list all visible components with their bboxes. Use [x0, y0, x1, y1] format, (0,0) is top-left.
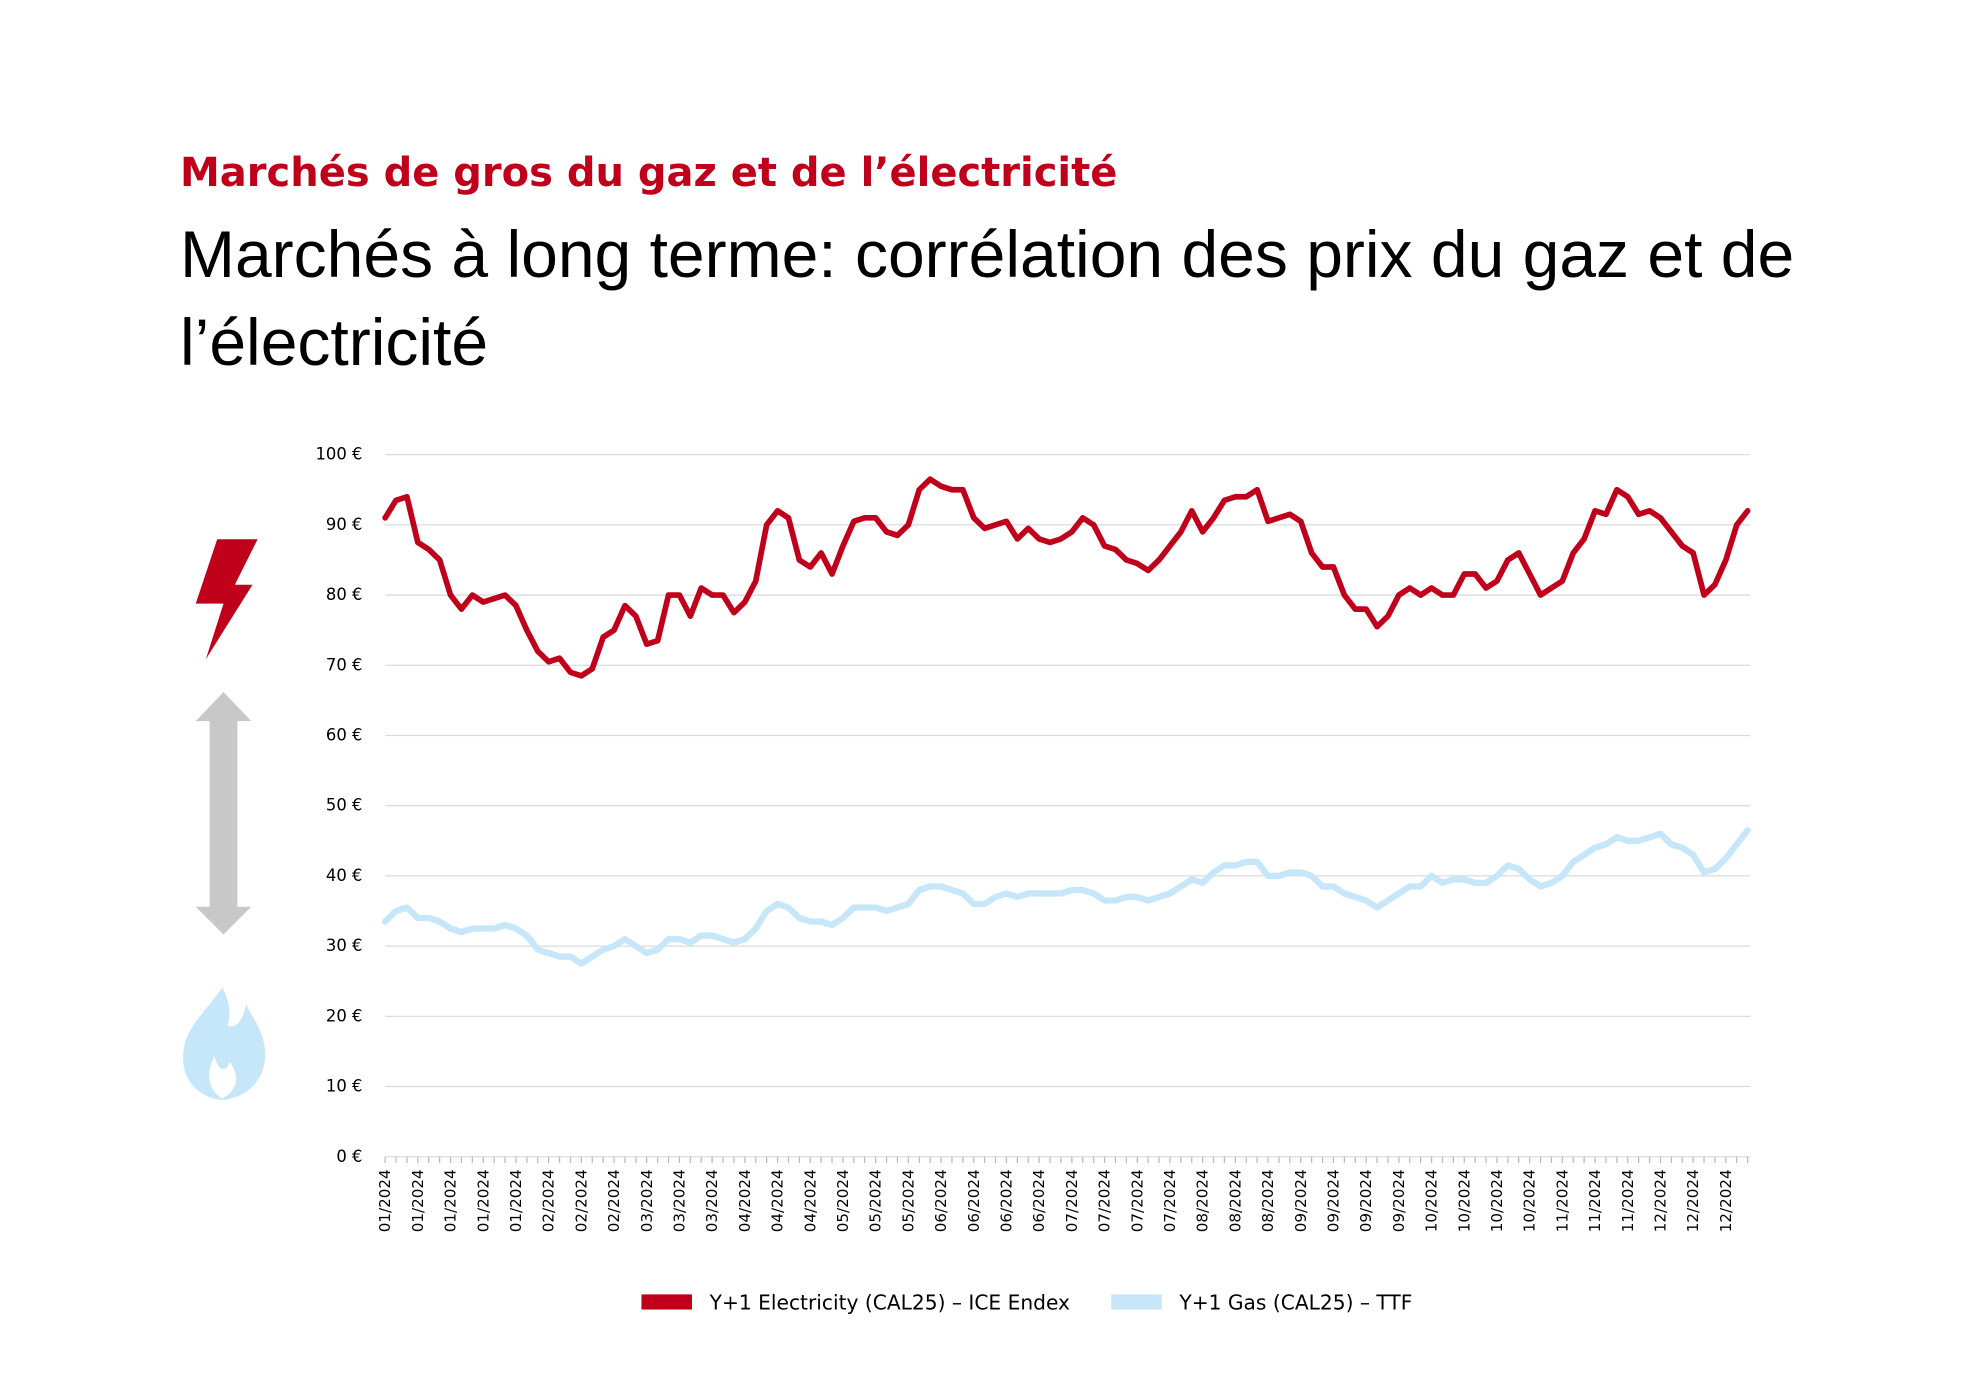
- x-tick-label: 01/2024: [376, 1169, 394, 1232]
- x-tick-label: 12/2024: [1652, 1169, 1670, 1232]
- y-tick-label: 100 €: [315, 445, 362, 464]
- x-tick-label: 11/2024: [1586, 1169, 1604, 1232]
- y-tick-label: 30 €: [326, 936, 363, 955]
- x-tick-label: 07/2024: [1161, 1169, 1179, 1232]
- x-tick-label: 05/2024: [834, 1169, 852, 1232]
- x-tick-label: 11/2024: [1619, 1169, 1637, 1232]
- x-tick-label: 04/2024: [736, 1169, 754, 1232]
- y-tick-label: 90 €: [326, 515, 363, 534]
- x-tick-label: 07/2024: [1128, 1169, 1146, 1232]
- x-tick-label: 02/2024: [572, 1169, 590, 1232]
- x-tick-label: 06/2024: [965, 1169, 983, 1232]
- x-tick-label: 08/2024: [1259, 1169, 1277, 1232]
- x-tick-label: 03/2024: [670, 1169, 688, 1232]
- x-tick-label: 08/2024: [1226, 1169, 1244, 1232]
- x-tick-label: 01/2024: [474, 1169, 492, 1232]
- x-tick-label: 01/2024: [442, 1169, 460, 1232]
- x-tick-label: 07/2024: [1063, 1169, 1081, 1232]
- legend-label: Y+1 Gas (CAL25) – TTF: [1178, 1291, 1412, 1315]
- x-tick-label: 03/2024: [703, 1169, 721, 1232]
- x-tick-label: 02/2024: [540, 1169, 558, 1232]
- x-tick-label: 09/2024: [1390, 1169, 1408, 1232]
- x-tick-label: 10/2024: [1423, 1169, 1441, 1232]
- x-tick-label: 10/2024: [1488, 1169, 1506, 1232]
- x-tick-label: 08/2024: [1194, 1169, 1212, 1232]
- y-tick-label: 60 €: [326, 726, 363, 745]
- x-tick-label: 07/2024: [1096, 1169, 1114, 1232]
- y-tick-label: 70 €: [326, 655, 363, 674]
- chart-title: Marchés à long terme: corrélation des pr…: [180, 217, 1795, 379]
- x-tick-label: 12/2024: [1684, 1169, 1702, 1232]
- gas-icon: [183, 987, 266, 1100]
- x-tick-label: 06/2024: [997, 1169, 1015, 1232]
- x-tick-label: 06/2024: [1030, 1169, 1048, 1232]
- legend-swatch: [1111, 1294, 1162, 1310]
- x-tick-label: 03/2024: [638, 1169, 656, 1232]
- series-line: [381, 827, 1751, 967]
- legend-label: Y+1 Electricity (CAL25) – ICE Endex: [709, 1291, 1070, 1315]
- x-tick-label: 10/2024: [1455, 1169, 1473, 1232]
- y-tick-label: 10 €: [326, 1077, 363, 1096]
- y-tick-label: 50 €: [326, 796, 363, 815]
- x-tick-label: 09/2024: [1357, 1169, 1375, 1232]
- y-tick-label: 0 €: [336, 1147, 362, 1166]
- x-tick-label: 06/2024: [932, 1169, 950, 1232]
- x-tick-label: 05/2024: [899, 1169, 917, 1232]
- correlation-arrow: [195, 692, 252, 935]
- x-tick-label: 04/2024: [801, 1169, 819, 1232]
- x-tick-label: 12/2024: [1717, 1169, 1735, 1232]
- electricity-icon: [195, 539, 258, 660]
- x-tick-label: 04/2024: [769, 1169, 787, 1232]
- x-tick-label: 01/2024: [409, 1169, 427, 1232]
- supertitle: Marchés de gros du gaz et de l’électrici…: [180, 150, 1118, 196]
- x-tick-label: 01/2024: [507, 1169, 525, 1232]
- x-tick-label: 02/2024: [605, 1169, 623, 1232]
- x-tick-label: 09/2024: [1292, 1169, 1310, 1232]
- series-line: [382, 476, 1751, 679]
- gas-icon-inner: [209, 1055, 237, 1099]
- y-tick-label: 80 €: [326, 585, 363, 604]
- y-tick-label: 40 €: [326, 866, 363, 885]
- y-tick-label: 20 €: [326, 1006, 363, 1025]
- x-tick-label: 09/2024: [1325, 1169, 1343, 1232]
- x-tick-label: 10/2024: [1521, 1169, 1539, 1232]
- x-tick-label: 11/2024: [1553, 1169, 1571, 1232]
- legend-swatch: [641, 1294, 692, 1310]
- x-tick-label: 05/2024: [867, 1169, 885, 1232]
